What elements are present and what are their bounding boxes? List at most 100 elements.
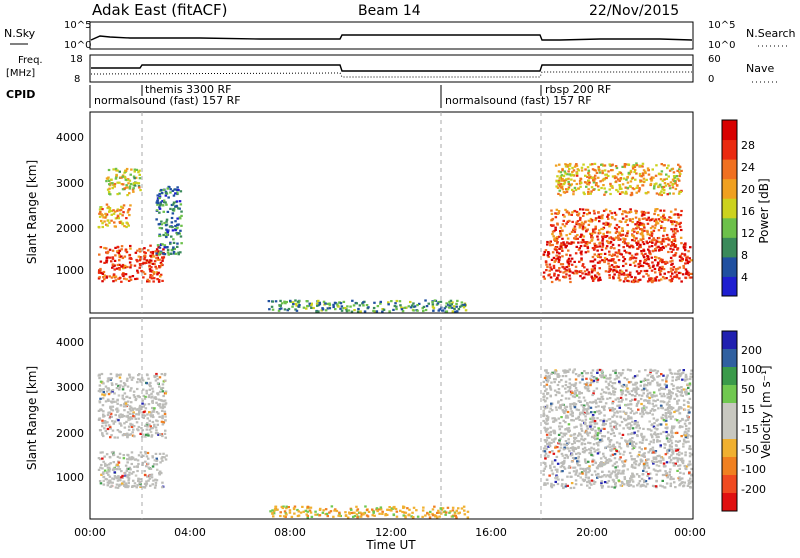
velocity-echo-cell [679, 483, 682, 486]
power-echo-cell [645, 262, 648, 265]
power-echo-cell [583, 181, 587, 184]
velocity-echo-cell [545, 447, 548, 450]
power-echo-cell [640, 250, 643, 253]
velocity-echo-cell [544, 374, 548, 377]
velocity-echo-cell [544, 405, 547, 409]
power-echo-cell [557, 255, 560, 258]
velocity-echo-cell [130, 425, 134, 428]
velocity-echo-cell [316, 513, 319, 516]
velocity-echo-cell [353, 511, 356, 514]
velocity-echo-cell [666, 401, 669, 404]
power-echo-layer [97, 162, 693, 313]
velocity-echo-cell [127, 417, 130, 420]
velocity-echo-cell [113, 471, 116, 474]
velocity-echo-cell [672, 427, 675, 430]
velocity-echo-cell [673, 397, 676, 400]
velocity-echo-cell [587, 467, 590, 470]
velocity-echo-cell [627, 483, 630, 486]
velocity-echo-cell [158, 404, 161, 407]
velocity-echo-cell [624, 418, 628, 422]
velocity-echo-cell [611, 464, 615, 467]
velocity-echo-cell [589, 442, 592, 445]
velocity-echo-cell [658, 375, 661, 378]
power-echo-cell [627, 273, 630, 276]
velocity-echo-cell [636, 374, 639, 377]
velocity-echo-cell [544, 421, 547, 424]
power-echo-cell [310, 306, 313, 309]
velocity-echo-cell [686, 418, 690, 421]
power-echo-cell [116, 263, 120, 267]
velocity-echo-cell [664, 408, 667, 411]
velocity-echo-cell [571, 371, 575, 374]
velocity-echo-cell [163, 432, 167, 435]
power-echo-cell [619, 252, 622, 255]
power-echo-cell [661, 220, 664, 223]
velocity-echo-cell [99, 466, 102, 469]
velocity-echo-cell [628, 392, 631, 395]
velocity-ytick-4000: 4000 [56, 336, 84, 349]
velocity-echo-cell [589, 452, 593, 455]
velocity-echo-cell [580, 429, 584, 432]
power-echo-cell [611, 270, 615, 273]
velocity-echo-cell [675, 376, 679, 379]
power-echo-cell [560, 186, 563, 189]
power-echo-cell [581, 272, 584, 275]
power-echo-cell [163, 201, 166, 204]
velocity-echo-cell [592, 389, 596, 393]
velocity-echo-cell [642, 427, 645, 430]
velocity-echo-cell [133, 465, 136, 468]
velocity-echo-cell [688, 445, 692, 448]
velocity-echo-cell [550, 482, 553, 485]
velocity-echo-cell [148, 419, 151, 422]
velocity-echo-cell [684, 373, 688, 376]
power-echo-cell [163, 253, 167, 256]
velocity-echo-cell [578, 440, 581, 443]
velocity-echo-cell [546, 417, 550, 420]
power-echo-cell [571, 166, 574, 170]
velocity-echo-cell [548, 474, 551, 477]
power-echo-cell [106, 224, 109, 227]
velocity-echo-cell [109, 479, 112, 482]
power-echo-cell [660, 226, 663, 229]
power-echo-cell [570, 257, 574, 260]
velocity-echo-cell [678, 386, 681, 389]
power-echo-cell [620, 273, 623, 276]
power-echo-cell [635, 191, 638, 194]
power-echo-cell [561, 229, 564, 232]
velocity-echo-cell [652, 441, 655, 444]
velocity-echo-cell [560, 462, 563, 465]
power-echo-cell [658, 266, 662, 269]
power-echo-cell [165, 220, 168, 223]
power-echo-cell [647, 248, 650, 251]
velocity-echo-cell [151, 465, 155, 468]
power-echo-cell [603, 164, 607, 167]
velocity-echo-cell [570, 434, 573, 437]
velocity-echo-cell [150, 473, 154, 476]
power-echo-cell [651, 168, 654, 171]
velocity-echo-cell [129, 416, 132, 419]
power-echo-cell [672, 175, 676, 178]
velocity-echo-cell [646, 464, 649, 467]
power-echo-cell [667, 271, 670, 274]
power-echo-cell [162, 188, 166, 191]
power-echo-cell [617, 234, 620, 237]
velocity-echo-cell [542, 380, 546, 383]
power-echo-cell [114, 254, 117, 257]
power-echo-cell [143, 258, 146, 261]
power-echo-cell [152, 255, 156, 258]
velocity-echo-cell [546, 416, 550, 419]
power-echo-cell [563, 243, 566, 246]
power-echo-cell [553, 272, 556, 275]
power-echo-cell [589, 220, 592, 223]
power-colorbar-swatch [722, 256, 737, 277]
power-echo-cell [120, 280, 123, 283]
power-echo-cell [564, 172, 567, 175]
velocity-echo-cell [596, 397, 600, 400]
power-echo-cell [178, 207, 181, 210]
velocity-echo-cell [683, 408, 687, 411]
power-echo-cell [611, 237, 614, 240]
velocity-echo-cell [139, 484, 143, 487]
velocity-echo-cell [102, 382, 105, 385]
velocity-echo-cell [683, 422, 687, 425]
velocity-echo-cell [671, 392, 674, 395]
